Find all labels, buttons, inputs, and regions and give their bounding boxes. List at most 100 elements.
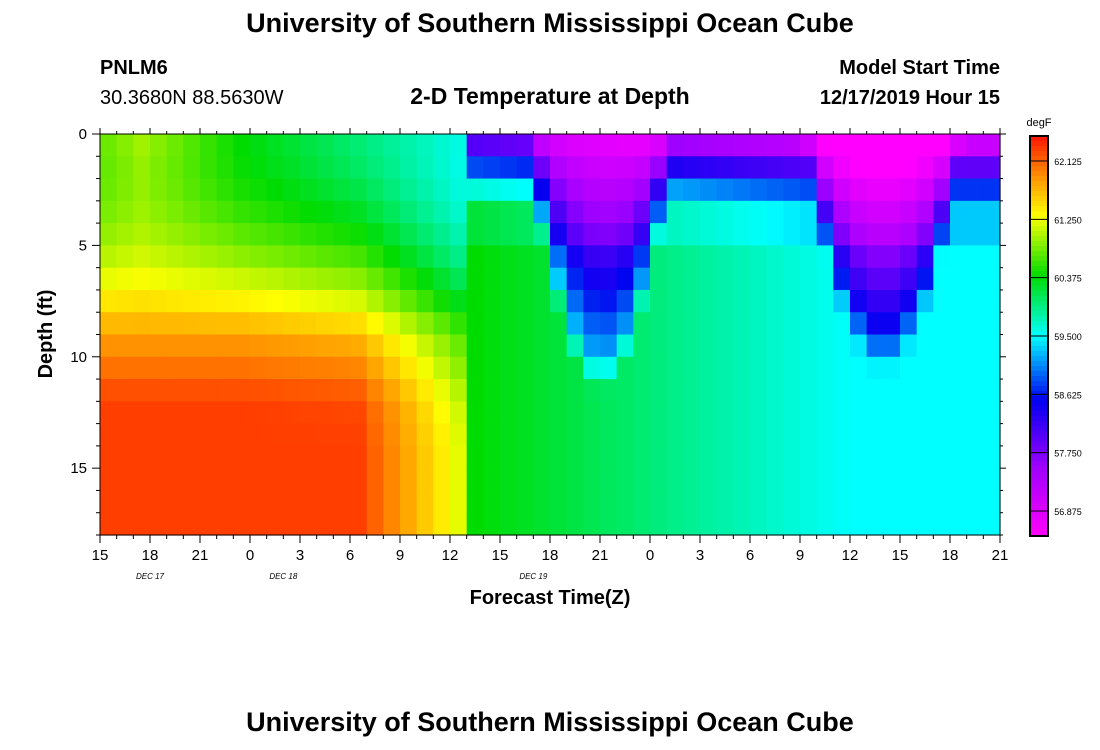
heatmap-cell (783, 200, 801, 224)
heatmap-cell (866, 445, 884, 469)
heatmap-cell (900, 445, 918, 469)
heatmap-cell (766, 423, 784, 447)
heatmap-cell (100, 156, 118, 180)
heatmap-cell (733, 289, 751, 313)
heatmap-cell (750, 445, 768, 469)
y-tick-label: 5 (79, 237, 87, 254)
heatmap-cell (116, 445, 134, 469)
heatmap-cell (783, 468, 801, 492)
heatmap-cell (633, 379, 651, 402)
colorbar-segment (1030, 461, 1048, 467)
heatmap-cell (450, 379, 468, 402)
heatmap-cell (200, 468, 218, 492)
heatmap-cell (766, 490, 784, 514)
heatmap-cell (166, 379, 184, 402)
heatmap-cell (850, 267, 868, 291)
colorbar-segment (1030, 171, 1048, 177)
heatmap-cell (900, 178, 918, 202)
colorbar-segment (1030, 406, 1048, 412)
heatmap-cell (266, 512, 284, 536)
heatmap-cell (266, 200, 284, 224)
model-start-value: 12/17/2019 Hour 15 (819, 87, 1000, 109)
x-tick-label: 18 (142, 547, 159, 564)
colorbar-segment (1030, 411, 1048, 417)
heatmap-cell (566, 423, 584, 447)
heatmap-cell (666, 445, 684, 469)
heatmap-cell (283, 134, 301, 157)
heatmap-cell (333, 200, 351, 224)
heatmap-cell (366, 267, 384, 291)
heatmap-cell (600, 178, 618, 202)
heatmap-cell (816, 134, 834, 157)
heatmap-cell (416, 223, 434, 246)
heatmap-cell (766, 356, 784, 380)
heatmap-cell (500, 379, 518, 402)
heatmap-cell (750, 490, 768, 514)
heatmap-cell (400, 200, 418, 224)
heatmap-cell (983, 512, 1001, 536)
heatmap-cell (883, 178, 901, 202)
heatmap-cell (216, 312, 234, 336)
heatmap-cell (233, 379, 251, 402)
heatmap-cell (283, 245, 301, 269)
heatmap-cell (483, 445, 501, 469)
heatmap-cell (950, 334, 968, 358)
heatmap-cell (333, 245, 351, 269)
heatmap-cell (766, 200, 784, 224)
heatmap-cell (133, 468, 151, 492)
heatmap-cell (183, 445, 201, 469)
heatmap-cell (500, 490, 518, 514)
heatmap-cell (716, 223, 734, 246)
heatmap-cell (850, 334, 868, 358)
heatmap-cell (733, 490, 751, 514)
heatmap-cell (650, 156, 668, 180)
heatmap-cell (233, 223, 251, 246)
heatmap-cell (850, 156, 868, 180)
heatmap-cell (133, 178, 151, 202)
heatmap-cell (683, 267, 701, 291)
heatmap-cell (200, 445, 218, 469)
model-start-label: Model Start Time (839, 57, 1000, 79)
heatmap-cell (616, 312, 634, 336)
heatmap-cell (383, 245, 401, 269)
colorbar-segment (1030, 421, 1048, 427)
heatmap-cell (783, 134, 801, 157)
heatmap-cell (533, 379, 551, 402)
heatmap-cell (183, 379, 201, 402)
heatmap-cell (983, 312, 1001, 336)
heatmap-cell (933, 267, 951, 291)
heatmap-cell (983, 267, 1001, 291)
heatmap-cell (916, 512, 934, 536)
heatmap-cell (216, 245, 234, 269)
heatmap-cell (616, 379, 634, 402)
heatmap-cell (600, 245, 618, 269)
heatmap-cell (683, 423, 701, 447)
heatmap-cell (233, 490, 251, 514)
heatmap-cell (300, 468, 318, 492)
date-label: DEC 19 (519, 572, 548, 581)
heatmap-cell (266, 312, 284, 336)
heatmap-cell (150, 245, 168, 269)
heatmap-cell (150, 267, 168, 291)
heatmap-cell (850, 134, 868, 157)
heatmap-cell (516, 178, 534, 202)
heatmap-cell (183, 245, 201, 269)
heatmap-cell (300, 490, 318, 514)
heatmap-cell (216, 445, 234, 469)
heatmap-cell (233, 134, 251, 157)
x-tick-label: 18 (542, 547, 559, 564)
heatmap-cell (150, 468, 168, 492)
heatmap-cell (133, 200, 151, 224)
heatmap-cell (950, 200, 968, 224)
heatmap-cell (100, 468, 118, 492)
heatmap-cell (300, 334, 318, 358)
heatmap-cell (666, 512, 684, 536)
heatmap-cell (333, 178, 351, 202)
heatmap-cell (783, 289, 801, 313)
y-axis: 0 5 10 15 (70, 126, 1006, 536)
heatmap-cell (216, 223, 234, 246)
heatmap-cell (250, 267, 268, 291)
heatmap-cell (966, 490, 984, 514)
heatmap-cell (116, 423, 134, 447)
colorbar-segment (1030, 491, 1048, 497)
